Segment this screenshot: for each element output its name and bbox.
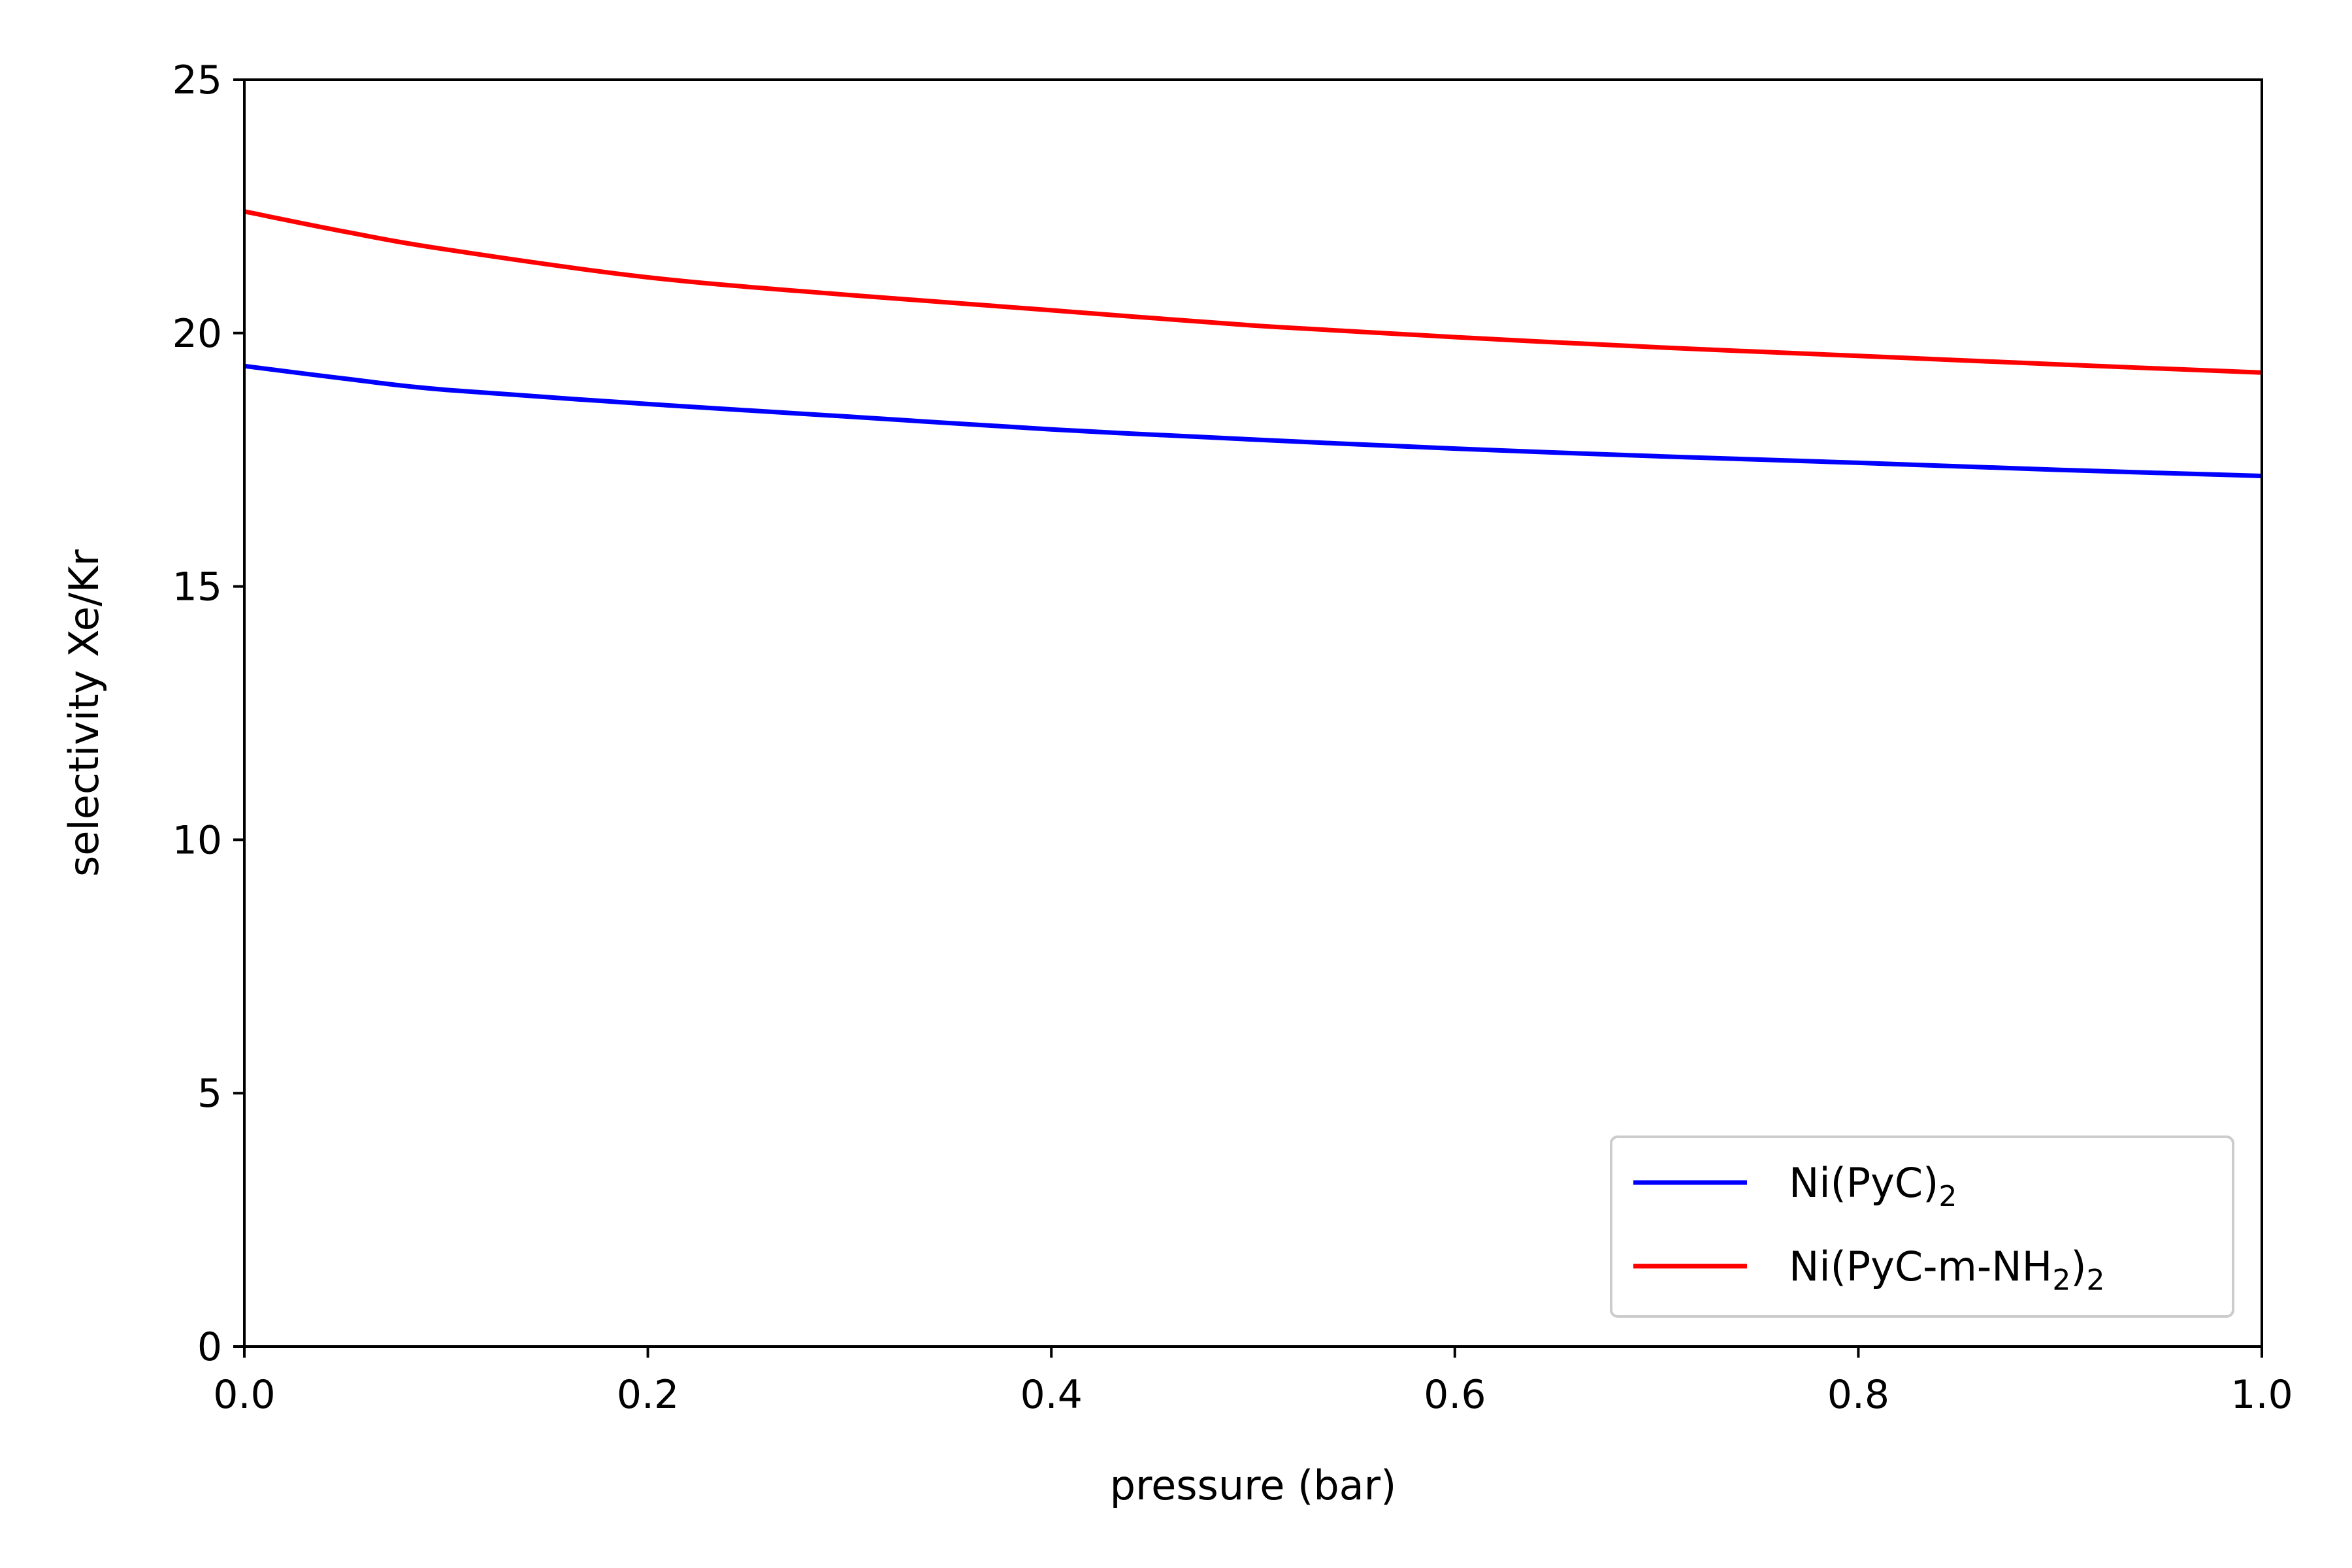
y-tick-label: 15 xyxy=(172,564,222,610)
legend-label-ni-pyc-m-nh2-2: Ni(PyC-m-NH2)2 xyxy=(1789,1243,2105,1297)
y-tick-label: 5 xyxy=(197,1071,222,1117)
y-tick-label: 25 xyxy=(172,57,222,103)
x-tick-label: 0.6 xyxy=(1424,1372,1486,1418)
x-tick-label: 0.0 xyxy=(213,1372,275,1418)
y-tick-label: 20 xyxy=(172,311,222,357)
x-tick-label: 0.2 xyxy=(617,1372,679,1418)
x-tick-label: 1.0 xyxy=(2230,1372,2293,1418)
x-tick-label: 0.8 xyxy=(1827,1372,1889,1418)
x-axis-label: pressure (bar) xyxy=(1110,1462,1397,1509)
y-axis: 0 5 10 15 20 25 xyxy=(172,57,244,1370)
x-axis: 0.0 0.2 0.4 0.6 0.8 1.0 xyxy=(213,1347,2293,1418)
y-axis-label: selectivity Xe/Kr xyxy=(60,549,108,877)
legend-label-ni-pyc2: Ni(PyC)2 xyxy=(1789,1159,1957,1213)
x-tick-label: 0.4 xyxy=(1020,1372,1082,1418)
y-tick-label: 0 xyxy=(197,1324,222,1370)
series-line-1 xyxy=(244,209,2262,375)
series-line-0 xyxy=(244,363,2262,478)
y-tick-label: 10 xyxy=(172,817,222,863)
plot-frame xyxy=(243,78,2263,1348)
legend-box xyxy=(1610,1135,2234,1318)
legend: Ni(PyC)2 Ni(PyC-m-NH2)2 xyxy=(1610,1135,2234,1318)
plot-area xyxy=(244,209,2262,478)
